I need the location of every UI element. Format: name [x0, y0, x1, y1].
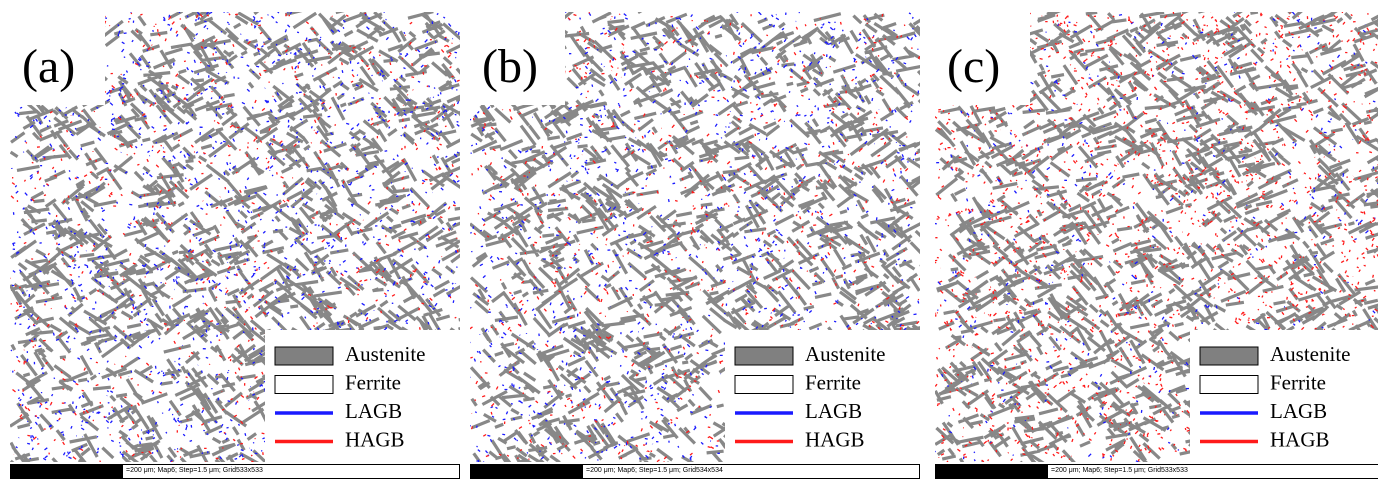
- legend-swatch: [1199, 375, 1259, 394]
- legend-label: LAGB: [345, 399, 402, 423]
- legend-swatch: [274, 375, 334, 394]
- panel-label: (c): [947, 40, 1000, 93]
- panel: (a) Austenite Ferrite LAGB HAGB =200 μm; Map6…: [10, 12, 460, 479]
- scale-text: =200 μm; Map6; Step=1.5 μm; Grid534x534: [586, 467, 723, 474]
- legend-swatch: [734, 346, 794, 366]
- legend-label: LAGB: [1270, 399, 1327, 423]
- legend: Austenite Ferrite LAGB HAGB: [265, 330, 460, 462]
- panel-label: (a): [22, 40, 75, 93]
- legend-swatch: [1199, 346, 1259, 366]
- legend-label: Austenite: [1270, 342, 1350, 366]
- panel-label: (b): [482, 40, 538, 93]
- legend-swatch: [274, 346, 334, 366]
- legend-swatch: [734, 375, 794, 394]
- legend-label: Austenite: [805, 342, 885, 366]
- austenite: [470, 12, 920, 462]
- scale-bar: [11, 465, 123, 479]
- legend-label: LAGB: [805, 399, 862, 423]
- legend-label: Austenite: [345, 342, 425, 366]
- austenite: [10, 12, 460, 462]
- panel: (b) Austenite Ferrite LAGB HAGB =200 μm; Map6…: [470, 12, 920, 479]
- legend-label: HAGB: [805, 427, 865, 451]
- panel: (c) Austenite Ferrite LAGB HAGB =200 μm; Map6…: [935, 12, 1378, 479]
- legend: Austenite Ferrite LAGB HAGB: [725, 330, 920, 462]
- scale-bar: [471, 465, 583, 479]
- austenite: [935, 12, 1378, 462]
- legend-label: Ferrite: [1270, 370, 1326, 394]
- legend-label: HAGB: [345, 427, 405, 451]
- legend: Austenite Ferrite LAGB HAGB: [1190, 330, 1378, 462]
- legend-label: HAGB: [1270, 427, 1330, 451]
- legend-label: Ferrite: [805, 370, 861, 394]
- scale-text: =200 μm; Map6; Step=1.5 μm; Grid533x533: [126, 467, 263, 474]
- scale-bar: [936, 465, 1048, 479]
- legend-label: Ferrite: [345, 370, 401, 394]
- scale-text: =200 μm; Map6; Step=1.5 μm; Grid533x533: [1051, 467, 1188, 474]
